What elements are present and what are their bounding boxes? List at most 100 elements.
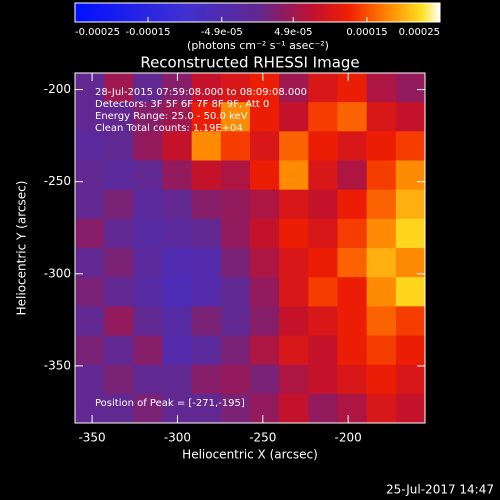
heat-cell (366, 364, 397, 395)
y-tick-label: -350 (44, 358, 71, 372)
colorbar (74, 2, 441, 23)
heat-cell (337, 102, 368, 132)
heat-cell (279, 393, 309, 424)
heat-cell (75, 189, 105, 220)
x-tick-label: -300 (164, 431, 191, 445)
x-tick-label: -250 (249, 431, 276, 445)
heat-cell (191, 160, 222, 191)
heat-cell (250, 102, 280, 132)
heat-cell (75, 277, 105, 307)
heat-cell (133, 393, 163, 424)
heat-cell (75, 131, 105, 161)
heat-cell (75, 73, 105, 103)
heat-cell (279, 248, 309, 278)
heat-cell (250, 364, 280, 395)
heat-cell (191, 393, 222, 424)
heat-cell (250, 335, 280, 366)
heat-cell (75, 102, 105, 132)
heat-cell (162, 189, 193, 220)
heat-cell (133, 160, 163, 191)
heat-cell (191, 364, 222, 395)
heat-cell (162, 131, 193, 161)
heat-cell (308, 131, 338, 161)
plot-frame (74, 72, 426, 424)
heat-cell (337, 218, 368, 249)
heat-cell (279, 306, 309, 336)
heat-cell (104, 218, 134, 249)
heat-cell (395, 131, 426, 161)
chart-title: Reconstructed RHESSI Image (140, 54, 359, 72)
x-axis-label: Heliocentric X (arcsec) (182, 448, 318, 462)
heat-cell (133, 73, 163, 103)
heat-cell (162, 248, 193, 278)
heat-cell (395, 335, 426, 366)
heat-cell (162, 160, 193, 191)
heat-cell (308, 160, 338, 191)
y-tick-label: -250 (44, 174, 71, 188)
heat-cell (395, 393, 426, 424)
heat-cell (279, 335, 309, 366)
heat-cell (395, 218, 426, 249)
heat-cell (220, 335, 251, 366)
heat-cell (191, 73, 222, 103)
heat-cell (250, 306, 280, 336)
heat-cell (191, 218, 222, 249)
heat-cell (337, 277, 368, 307)
heat-cell (279, 189, 309, 220)
heat-cell (366, 248, 397, 278)
heat-cell (75, 364, 105, 395)
heat-cell (308, 335, 338, 366)
heat-cell (162, 102, 193, 132)
colorbar-tick-label: 4.9e-05 (274, 27, 312, 38)
heat-cell (220, 248, 251, 278)
heat-cell (366, 218, 397, 249)
heat-cell (250, 131, 280, 161)
heat-cell (75, 335, 105, 366)
heat-cell (133, 131, 163, 161)
heat-cell (104, 73, 134, 103)
annotation: Clean Total counts: 1.19E+04 (95, 123, 243, 134)
heat-cell (220, 306, 251, 336)
heat-cell (250, 277, 280, 307)
heat-cell (250, 218, 280, 249)
heat-cell (279, 160, 309, 191)
heat-cell (279, 131, 309, 161)
heat-cell (104, 102, 134, 132)
heat-cell (308, 218, 338, 249)
heat-cell (337, 364, 368, 395)
heat-cell (308, 189, 338, 220)
heat-cell (162, 364, 193, 395)
heat-cell (366, 393, 397, 424)
annotation: Detectors: 3F 5F 6F 7F 8F 9F, Att 0 (95, 99, 269, 110)
heat-cell (395, 364, 426, 395)
colorbar-tick-label: 0.00025 (399, 27, 440, 38)
heat-cell (337, 306, 368, 336)
heat-cell (104, 277, 134, 307)
heat-cell (220, 160, 251, 191)
heat-cell (395, 160, 426, 191)
heat-cell (308, 248, 338, 278)
heat-cell (220, 218, 251, 249)
heat-cell (279, 364, 309, 395)
heat-cell (366, 131, 397, 161)
heat-cell (279, 73, 309, 103)
colorbar-tick-label: 0.00015 (346, 27, 387, 38)
heat-cell (366, 102, 397, 132)
heat-cell (104, 160, 134, 191)
heat-cell (220, 277, 251, 307)
timestamp: 25-Jul-2017 14:47 (386, 483, 494, 497)
heat-cell (104, 248, 134, 278)
heat-cell (220, 102, 251, 132)
heat-cell (133, 218, 163, 249)
heat-cell (308, 364, 338, 395)
heat-cell (75, 218, 105, 249)
colorbar-tick-label: -4.9e-05 (201, 27, 243, 38)
y-tick-label: -200 (44, 82, 71, 96)
heat-cell (104, 364, 134, 395)
heat-cell (133, 364, 163, 395)
heat-cell (75, 393, 105, 424)
heat-cell (191, 189, 222, 220)
heat-cell (250, 160, 280, 191)
heat-cell (220, 73, 251, 103)
